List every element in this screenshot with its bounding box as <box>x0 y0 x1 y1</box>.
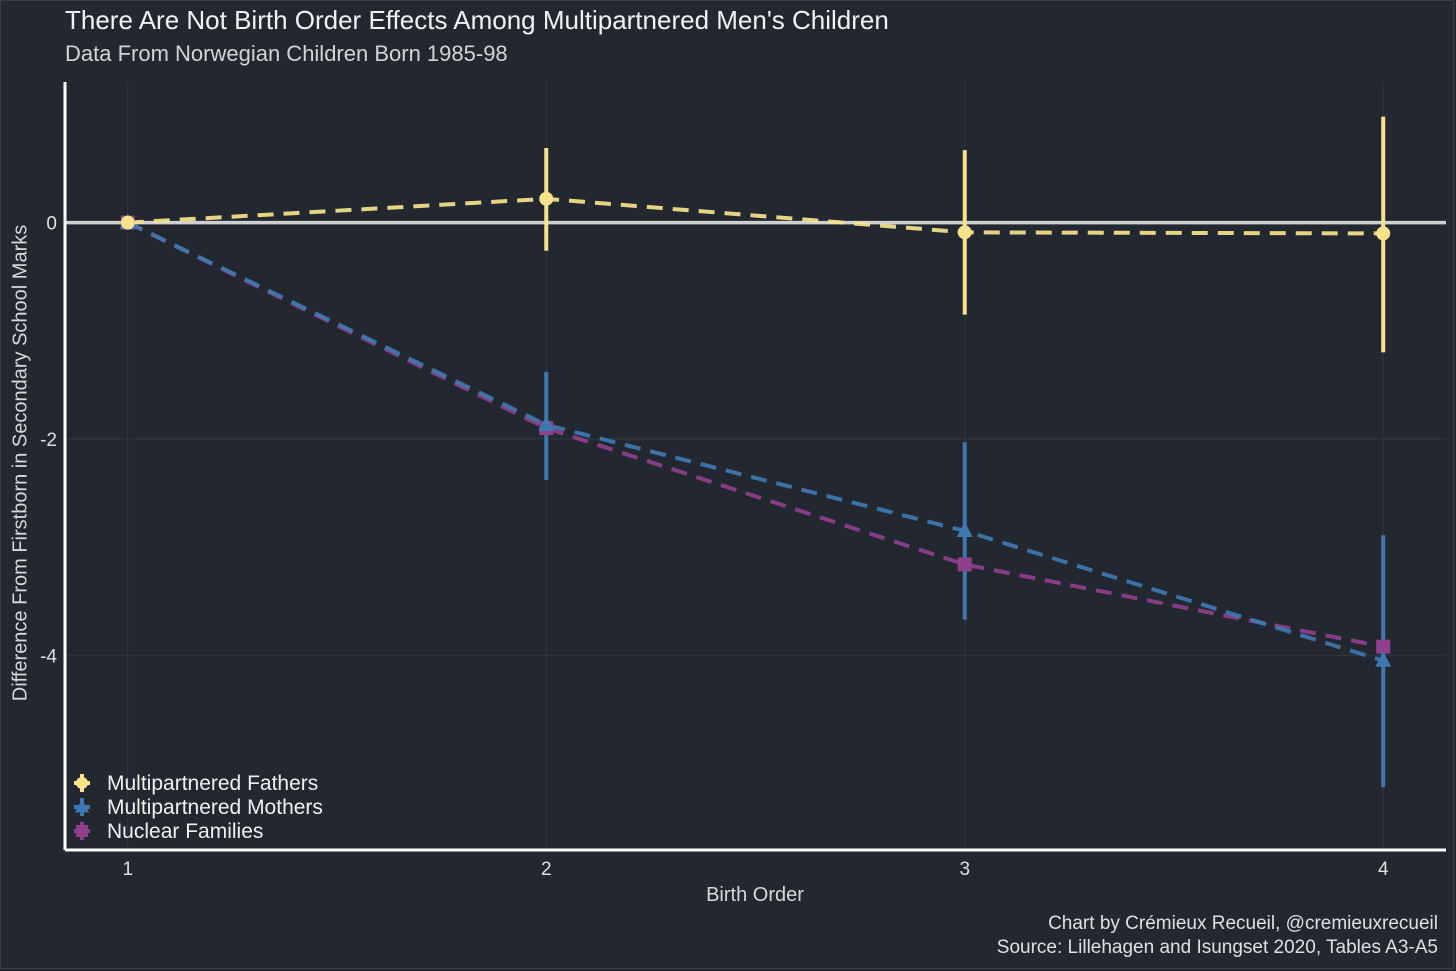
y-tick-label: 0 <box>46 214 57 235</box>
chart-source: Source: Lillehagen and Isungset 2020, Ta… <box>996 937 1438 958</box>
x-tick-label: 3 <box>959 859 970 880</box>
legend-key-marker <box>76 825 88 837</box>
legend-label: Multipartnered Fathers <box>107 772 318 795</box>
x-tick-label: 4 <box>1378 859 1389 880</box>
data-point <box>957 557 972 572</box>
data-point <box>538 415 555 431</box>
legend-label: Nuclear Families <box>107 820 263 843</box>
legend-key-marker <box>76 777 88 789</box>
data-point <box>120 215 135 230</box>
data-point <box>1376 226 1391 241</box>
x-tick-label: 1 <box>122 859 133 880</box>
legend-key-marker <box>75 799 89 813</box>
series-line-nuclear-families <box>126 220 1384 649</box>
x-tick-label: 2 <box>541 859 552 880</box>
chart-credit: Chart by Crémieux Recueil, @cremieuxrecu… <box>1048 913 1438 934</box>
data-point <box>539 191 554 206</box>
data-point <box>1375 651 1392 667</box>
legend-label: Multipartnered Mothers <box>107 796 323 819</box>
data-point <box>1376 639 1391 654</box>
chart-title: There Are Not Birth Order Effects Among … <box>65 5 889 35</box>
y-tick-label: -4 <box>40 646 57 667</box>
data-point <box>957 225 972 240</box>
y-tick-label: -2 <box>40 430 57 451</box>
x-axis-label: Birth Order <box>706 884 804 906</box>
series-line-multipartnered-mothers <box>126 220 1384 663</box>
series-line-multipartnered-fathers <box>127 196 1384 236</box>
data-point <box>956 521 973 537</box>
chart-subtitle: Data From Norwegian Children Born 1985-9… <box>65 41 508 66</box>
